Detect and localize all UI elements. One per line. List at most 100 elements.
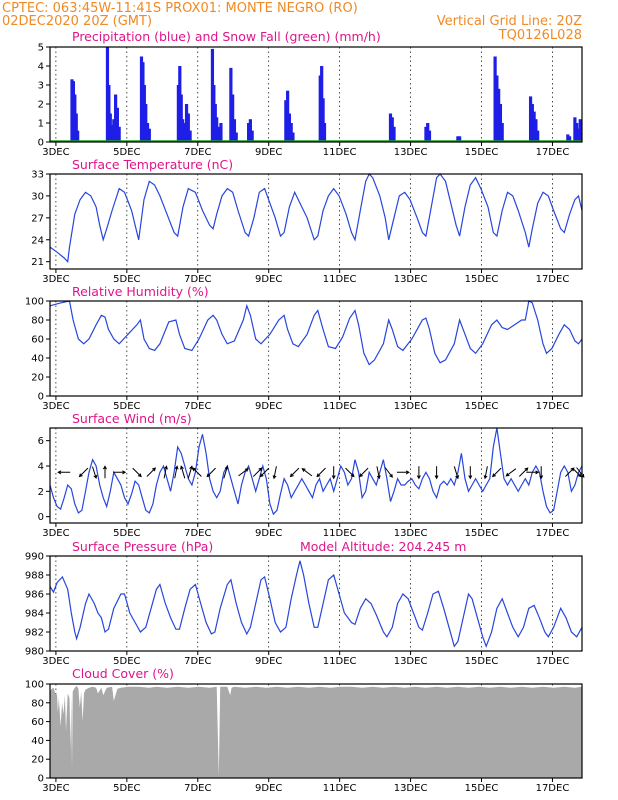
pres-x-tick-label: 13DEC: [394, 656, 428, 667]
wind-direction-arrow: [301, 468, 313, 477]
temp-series-line: [49, 172, 583, 264]
precipitation-bar: [498, 104, 503, 142]
wind-direction-arrow: [289, 467, 300, 478]
precipitation-bar: [181, 119, 185, 142]
wind-direction-arrow: [376, 466, 381, 480]
rh-y-tick-label: 0: [38, 392, 44, 403]
temperature-title: Surface Temperature (nC): [72, 157, 233, 172]
rh-x-tick-label: 17DEC: [536, 401, 570, 412]
wind-direction-arrow: [565, 467, 575, 477]
pres-y-tick-label: 982: [25, 628, 44, 639]
pres-y-tick-label: 980: [25, 647, 44, 658]
precip-y-tick-label: 2: [38, 100, 44, 111]
rh-y-tick-label: 20: [31, 373, 44, 384]
temp-x-tick-label: 3DEC: [42, 274, 69, 285]
pres-y-tick-label: 986: [25, 590, 44, 601]
precipitation-bar: [250, 130, 254, 142]
precip-x-tick-label: 5DEC: [113, 147, 140, 158]
wind-direction-arrow: [384, 467, 393, 478]
wind-direction-arrow: [78, 467, 89, 478]
temp-y-tick-label: 27: [31, 213, 44, 224]
rh-y-tick-label: 40: [31, 354, 44, 365]
precipitation-bar: [576, 128, 581, 142]
precip-y-tick-label: 4: [38, 62, 44, 73]
wind-x-tick-label: 13DEC: [394, 528, 428, 539]
temp-x-tick-label: 15DEC: [465, 274, 499, 285]
precip-x-tick-label: 11DEC: [323, 147, 357, 158]
precipitation-bar: [112, 119, 116, 142]
rh-x-tick-label: 9DEC: [255, 401, 282, 412]
wind-direction-arrow: [192, 467, 202, 477]
precipitation-bar: [528, 96, 533, 142]
precipitation-bar: [578, 119, 582, 142]
wind-direction-arrow: [102, 465, 107, 479]
rh-series-line: [49, 300, 583, 366]
precipitation-bar: [248, 119, 252, 142]
temp-x-tick-label: 7DEC: [184, 274, 211, 285]
precipitation-bar: [426, 123, 430, 142]
cloud-y-tick-label: 60: [31, 717, 44, 728]
precip-y-tick-label: 3: [38, 81, 44, 92]
wind-x-tick-label: 5DEC: [113, 528, 140, 539]
pres-x-tick-label: 3DEC: [42, 656, 69, 667]
pres-x-tick-label: 11DEC: [323, 656, 357, 667]
wind-direction-arrow: [132, 467, 142, 478]
model-code: TQ0126L028: [498, 28, 582, 43]
rh-plot-frame: [49, 300, 583, 397]
rh-x-tick-label: 11DEC: [323, 401, 357, 412]
wind-y-tick-label: 2: [38, 487, 44, 498]
cloud-y-tick-label: 40: [31, 736, 44, 747]
precipitation-bar: [287, 113, 291, 142]
precipitation-bar: [390, 117, 394, 142]
precip-plot-frame: [49, 46, 583, 143]
precipitation-bar: [458, 136, 462, 142]
vertical-grid-note: Vertical Grid Line: 20Z: [437, 14, 582, 29]
precipitation-bar: [392, 126, 396, 142]
wind-direction-arrow: [526, 470, 540, 475]
precipitation-title: Precipitation (blue) and Snow Fall (gree…: [72, 29, 381, 44]
cloud-cover-area: [50, 685, 582, 778]
precipitation-bar: [567, 136, 572, 142]
precipitation-bar: [183, 123, 187, 142]
cloud-x-tick-label: 15DEC: [465, 783, 499, 794]
rh-y-tick-label: 60: [31, 335, 44, 346]
rh-x-tick-label: 7DEC: [184, 401, 211, 412]
wind-direction-arrow: [468, 466, 473, 480]
wind-direction-arrow: [92, 466, 98, 479]
precipitation-bar: [322, 123, 327, 142]
cloud-y-tick-label: 20: [31, 755, 44, 766]
pres-x-tick-label: 15DEC: [465, 656, 499, 667]
wind-direction-arrow: [259, 467, 270, 478]
precipitation-bar: [321, 98, 325, 142]
wind-direction-arrow: [174, 465, 179, 479]
wind-direction-arrow: [539, 466, 544, 480]
cloud-x-tick-label: 11DEC: [323, 783, 357, 794]
pres-y-tick-label: 990: [25, 552, 44, 563]
precipitation-bar: [291, 132, 295, 142]
wind-direction-arrow: [238, 468, 249, 477]
temp-y-tick-label: 21: [31, 257, 44, 268]
precipitation-bar: [530, 104, 534, 142]
rh-x-tick-label: 5DEC: [113, 401, 140, 412]
pres-x-tick-label: 7DEC: [184, 656, 211, 667]
precip-x-tick-label: 15DEC: [465, 147, 499, 158]
cloud-x-tick-label: 5DEC: [113, 783, 140, 794]
wind-direction-arrow: [434, 466, 439, 480]
wind-series-line: [49, 427, 583, 516]
forecast-start-date: 02DEC2020 20Z (GMT): [2, 14, 152, 29]
pres-x-tick-label: 17DEC: [536, 656, 570, 667]
precip-x-tick-label: 17DEC: [536, 147, 570, 158]
precipitation-bar: [497, 88, 501, 142]
wind-direction-arrow: [146, 467, 157, 477]
precip-x-tick-label: 13DEC: [394, 147, 428, 158]
precip-x-tick-label: 7DEC: [184, 147, 211, 158]
precipitation-bar: [388, 113, 393, 142]
wind-direction-arrow: [316, 467, 326, 478]
precipitation-bar: [76, 130, 80, 142]
precipitation-bar: [115, 107, 119, 142]
wind-y-tick-label: 4: [38, 462, 44, 473]
rh-x-tick-label: 13DEC: [394, 401, 428, 412]
wind-direction-arrow: [223, 465, 229, 479]
cloud-y-tick-label: 80: [31, 698, 44, 709]
